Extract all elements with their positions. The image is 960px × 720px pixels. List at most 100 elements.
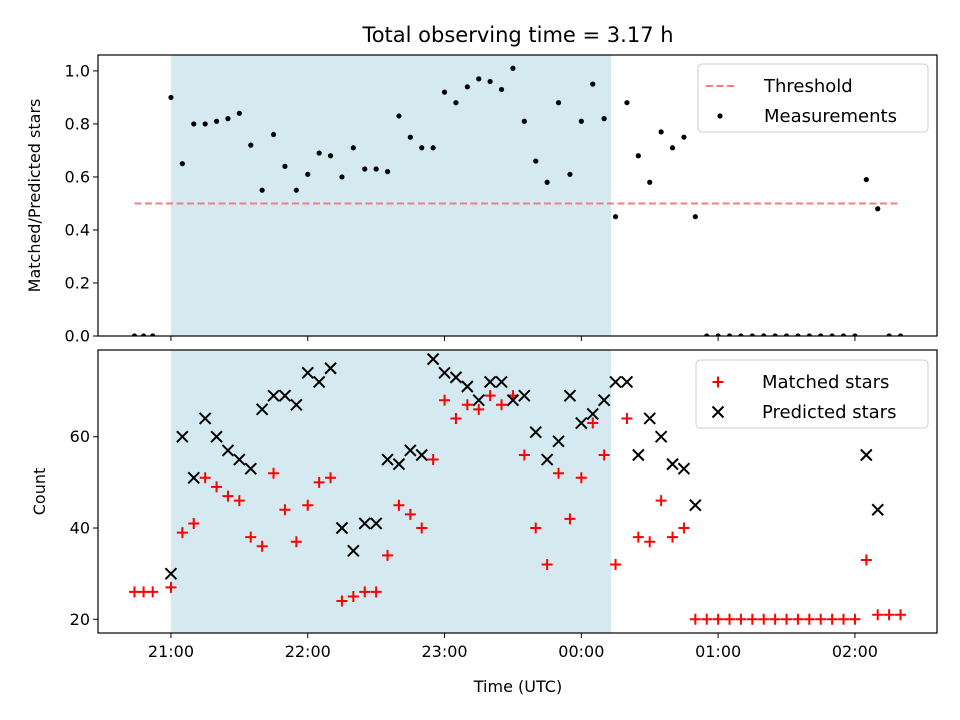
matched-point xyxy=(746,613,758,625)
predicted-marker xyxy=(597,394,611,407)
measurement-point xyxy=(248,142,254,148)
predicted-marker xyxy=(301,366,314,380)
measurement-point xyxy=(510,65,516,71)
matched-marker xyxy=(279,504,291,516)
legend-entry: Measurements xyxy=(717,106,897,127)
predicted-point xyxy=(324,362,337,375)
matched-point xyxy=(359,586,371,598)
matched-marker xyxy=(518,449,530,461)
measurement-point xyxy=(533,158,539,164)
matched-marker xyxy=(313,476,325,488)
measurement-point xyxy=(704,333,710,336)
measurement-point xyxy=(749,333,755,336)
predicted-point xyxy=(438,366,451,380)
measurement-point xyxy=(441,89,448,95)
predicted-point xyxy=(449,371,463,384)
matched-point xyxy=(872,609,884,621)
measurement-point xyxy=(168,94,174,101)
predicted-marker xyxy=(415,448,428,462)
predicted-marker xyxy=(221,444,235,457)
matched-point xyxy=(233,495,245,507)
matched-marker xyxy=(712,613,724,625)
measurement-point xyxy=(590,81,596,87)
measurement-point xyxy=(430,145,436,151)
predicted-marker xyxy=(233,453,246,466)
matched-marker xyxy=(530,522,542,534)
matched-point xyxy=(564,513,576,525)
matched-point xyxy=(598,449,610,461)
matched-marker xyxy=(632,531,644,543)
predicted-marker xyxy=(324,362,337,375)
matched-point xyxy=(165,581,177,593)
predicted-point xyxy=(255,403,269,416)
matched-point xyxy=(895,609,907,621)
measurement-point xyxy=(875,206,881,212)
measurement-point xyxy=(487,78,493,85)
predicted-marker xyxy=(381,453,394,466)
predicted-point xyxy=(666,457,679,471)
predicted-point xyxy=(335,521,349,535)
matched-point xyxy=(256,540,268,552)
x-tick-label: 23:00 xyxy=(421,642,467,661)
measurement-point xyxy=(150,333,156,336)
predicted-point xyxy=(267,389,280,402)
matched-marker xyxy=(290,536,302,548)
matched-point xyxy=(404,508,416,520)
predicted-marker xyxy=(540,453,554,466)
matched-marker xyxy=(815,613,827,625)
measurement-point xyxy=(316,150,322,156)
plot-area xyxy=(131,65,904,336)
matched-marker xyxy=(359,586,371,598)
legend-label: Matched stars xyxy=(762,372,889,393)
matched-point xyxy=(290,536,302,548)
measurement-point xyxy=(829,333,835,336)
matched-point xyxy=(735,613,747,625)
predicted-point xyxy=(472,394,485,407)
count-panel: 20 40 60 21:00 22:00 23:00 00:00 01:00 02:00 Coun… xyxy=(30,349,938,661)
legend-label: Measurements xyxy=(764,106,897,127)
y-tick-label: 60 xyxy=(70,427,90,446)
matched-marker xyxy=(655,495,667,507)
matched-marker xyxy=(416,522,428,534)
matched-marker xyxy=(553,467,565,479)
matched-marker xyxy=(701,613,713,625)
measurement-point xyxy=(692,214,698,220)
matched-point xyxy=(610,559,622,571)
matched-point xyxy=(222,490,234,502)
measurement-point xyxy=(453,100,459,106)
measurement-point xyxy=(818,333,824,336)
measurement-point xyxy=(612,214,619,220)
y-tick-label: 0.6 xyxy=(65,167,90,186)
matched-marker xyxy=(473,403,485,415)
predicted-point xyxy=(860,448,873,462)
measurement-point xyxy=(476,76,482,82)
legend-box xyxy=(697,63,929,133)
matched-point xyxy=(450,412,462,424)
predicted-point xyxy=(563,389,577,402)
matched-point xyxy=(587,417,599,429)
measurement-point xyxy=(567,171,573,177)
x-tick-label: 21:00 xyxy=(148,642,194,661)
predicted-marker xyxy=(563,389,577,402)
matched-point xyxy=(826,613,838,625)
measurement-point xyxy=(407,134,413,140)
y-axis-label: Count xyxy=(30,468,49,516)
matched-marker xyxy=(769,613,781,625)
predicted-marker xyxy=(632,448,645,462)
measurement-point xyxy=(464,84,470,90)
matched-point xyxy=(518,449,530,461)
matched-point xyxy=(781,613,793,625)
measurement-point xyxy=(715,333,721,336)
matched-marker xyxy=(347,590,359,602)
predicted-point xyxy=(312,375,326,389)
measurement-point xyxy=(350,145,356,151)
measurement-point xyxy=(578,118,584,124)
predicted-marker xyxy=(187,471,200,485)
matched-point xyxy=(632,531,644,543)
matched-point xyxy=(792,613,804,625)
matched-point xyxy=(427,454,439,466)
measurement-point xyxy=(305,171,311,177)
y-axis-label: Matched/Predicted stars xyxy=(25,99,44,293)
matched-marker xyxy=(165,581,177,593)
matched-point xyxy=(370,586,382,598)
